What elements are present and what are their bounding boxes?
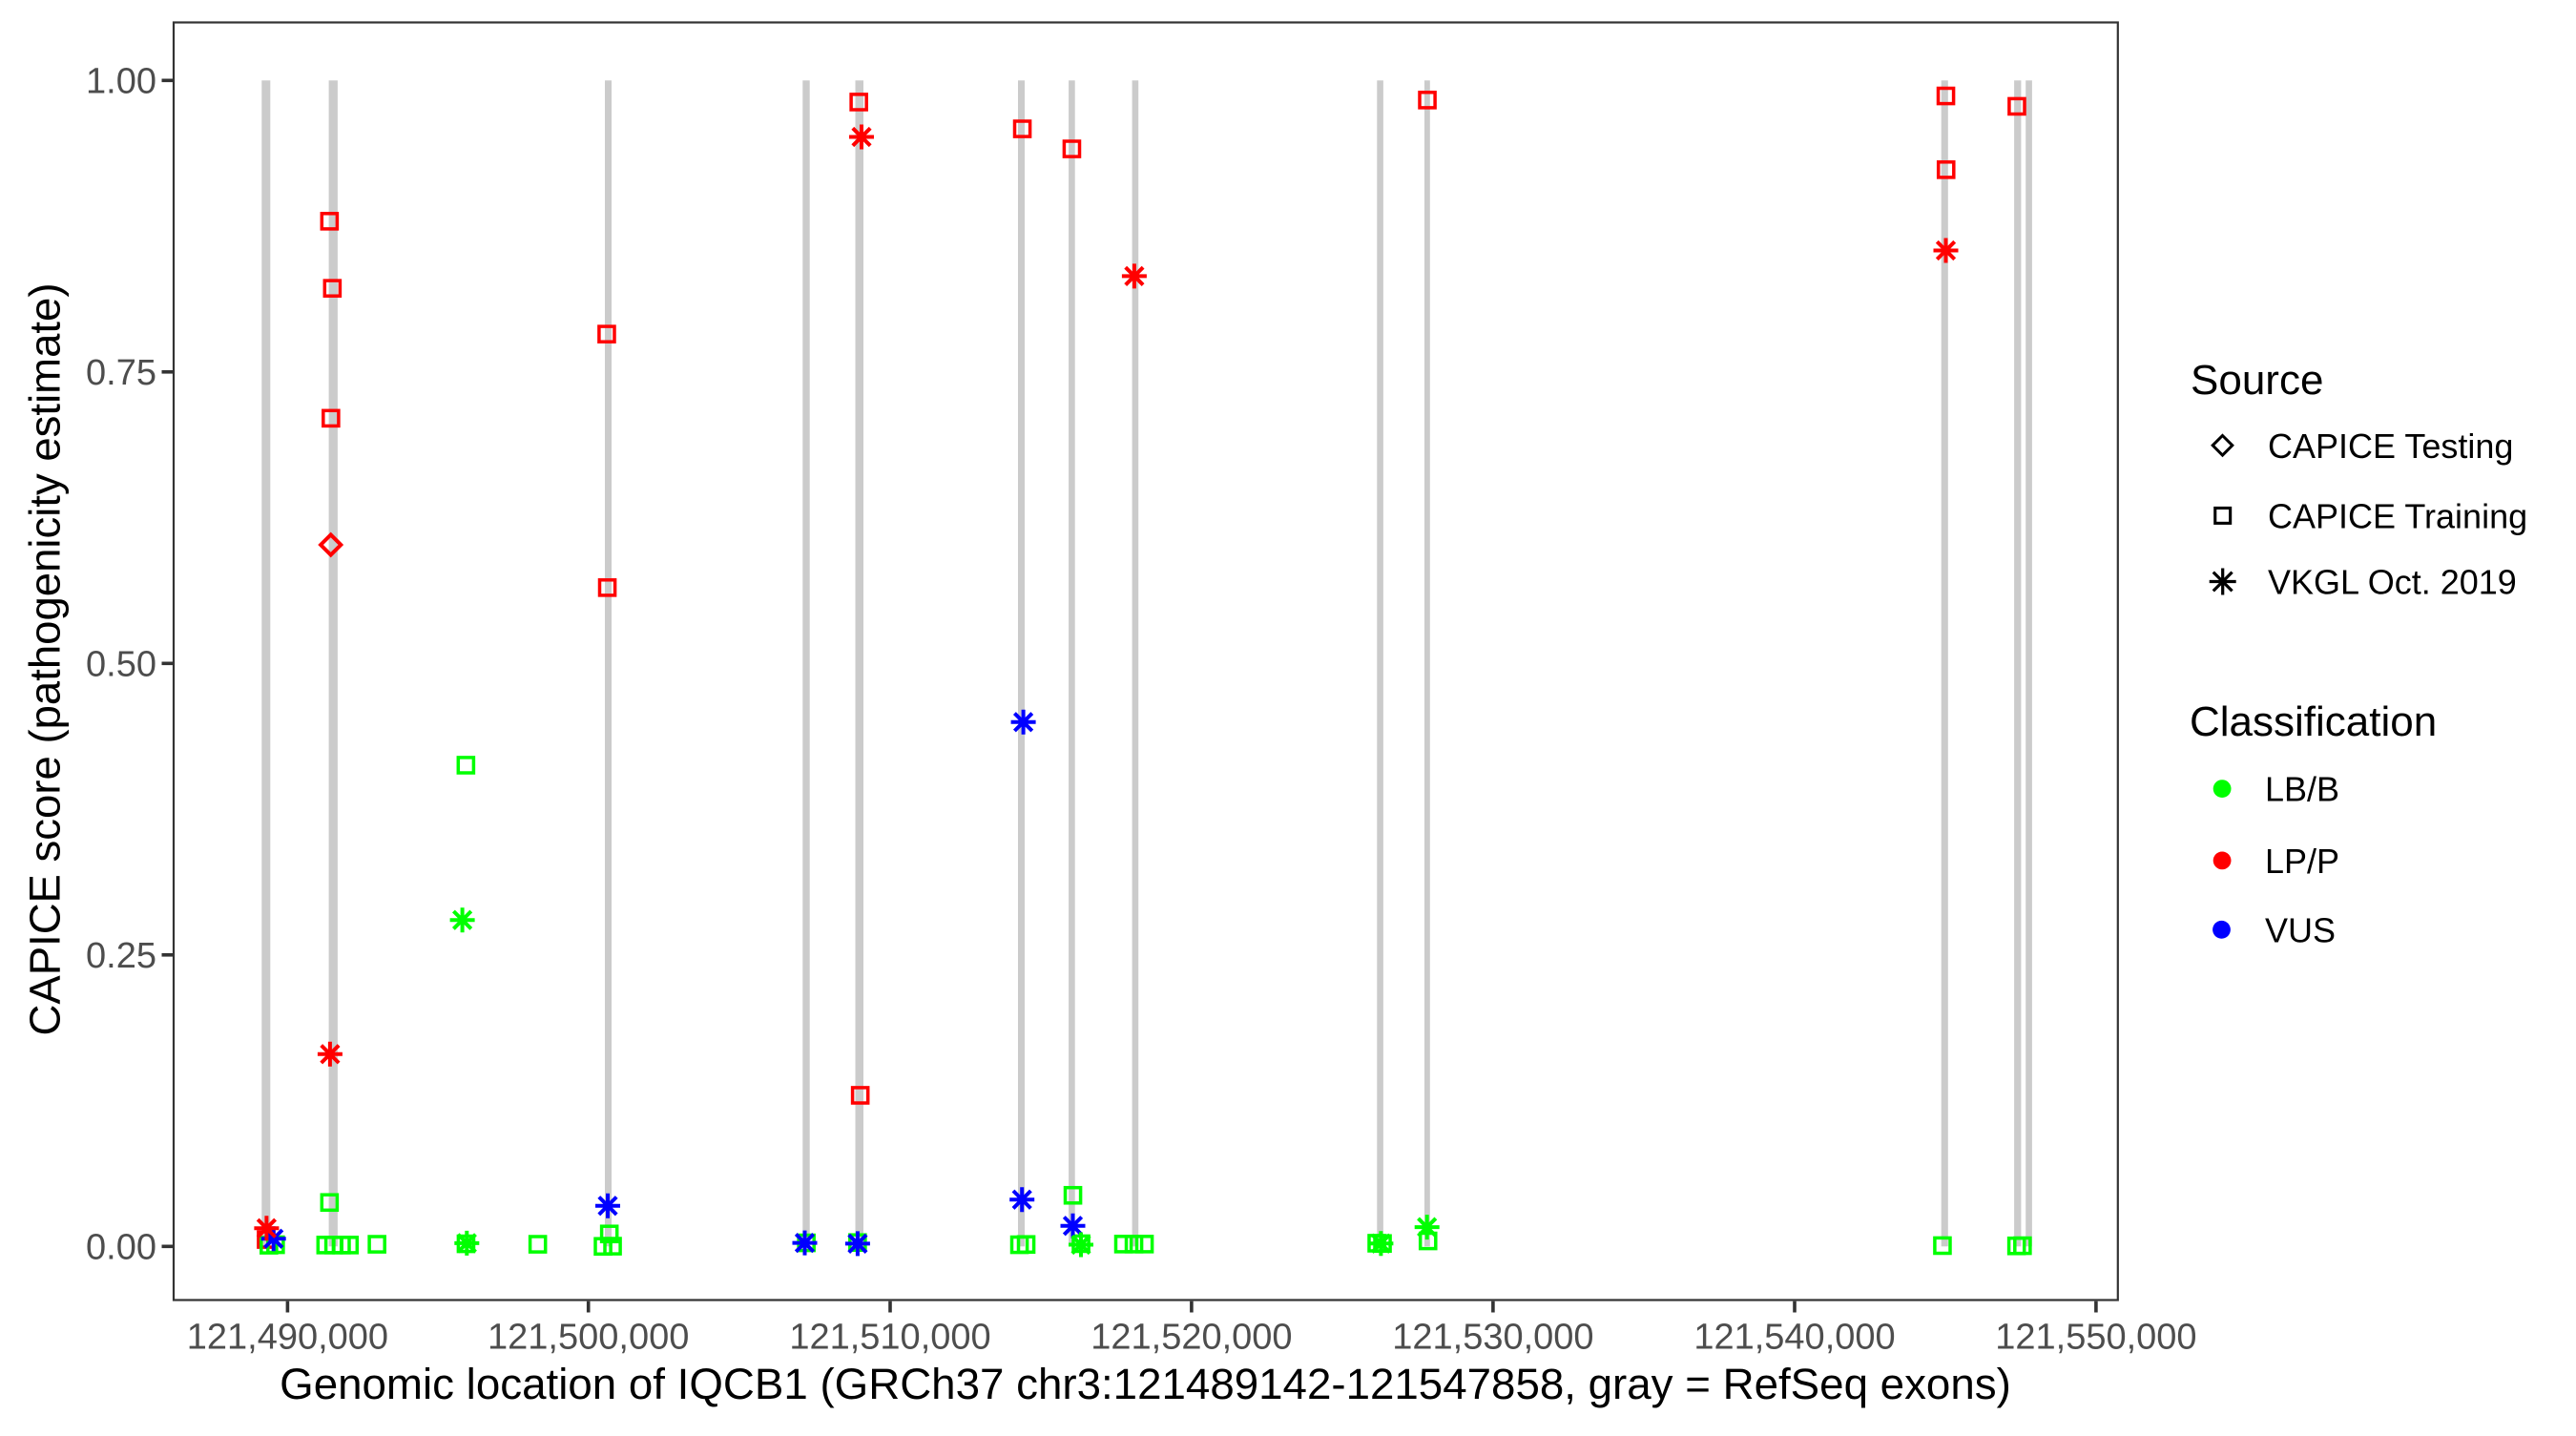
svg-text:Source: Source xyxy=(2191,357,2323,404)
svg-text:121,510,000: 121,510,000 xyxy=(789,1318,990,1358)
svg-text:0.75: 0.75 xyxy=(86,353,156,393)
svg-text:VKGL Oct. 2019: VKGL Oct. 2019 xyxy=(2268,563,2517,602)
svg-text:1.00: 1.00 xyxy=(86,61,156,101)
svg-text:121,530,000: 121,530,000 xyxy=(1392,1318,1593,1358)
svg-text:121,550,000: 121,550,000 xyxy=(1995,1318,2196,1358)
svg-text:0.50: 0.50 xyxy=(86,644,156,684)
svg-text:CAPICE Testing: CAPICE Testing xyxy=(2268,427,2513,466)
svg-text:LB/B: LB/B xyxy=(2265,770,2339,809)
svg-text:CAPICE score (pathogenicity es: CAPICE score (pathogenicity estimate) xyxy=(20,283,69,1036)
svg-text:VUS: VUS xyxy=(2265,910,2336,949)
svg-text:0.25: 0.25 xyxy=(86,936,156,976)
svg-text:Genomic location of IQCB1 (GRC: Genomic location of IQCB1 (GRCh37 chr3:1… xyxy=(280,1360,2011,1408)
svg-text:0.00: 0.00 xyxy=(86,1227,156,1267)
svg-text:Classification: Classification xyxy=(2190,698,2437,745)
svg-text:121,490,000: 121,490,000 xyxy=(187,1318,388,1358)
svg-text:121,500,000: 121,500,000 xyxy=(488,1318,689,1358)
svg-text:LP/P: LP/P xyxy=(2265,842,2339,881)
svg-text:CAPICE Training: CAPICE Training xyxy=(2268,497,2527,536)
svg-text:121,520,000: 121,520,000 xyxy=(1091,1318,1292,1358)
svg-text:121,540,000: 121,540,000 xyxy=(1693,1318,1895,1358)
